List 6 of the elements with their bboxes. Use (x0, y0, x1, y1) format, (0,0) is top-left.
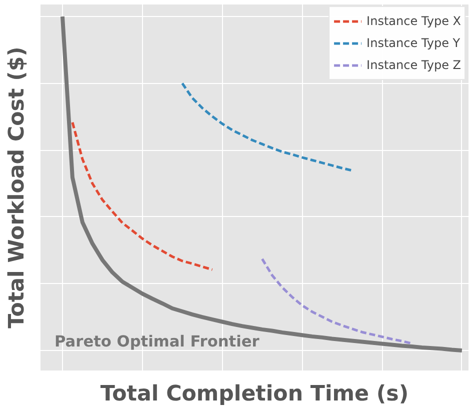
y-axis-title: Total Workload Cost ($) (4, 46, 30, 328)
x-axis-title: Total Completion Time (s) (100, 382, 409, 406)
legend-label: Instance Type X (366, 14, 461, 28)
legend-label: Instance Type Z (366, 58, 461, 72)
legend-label: Instance Type Y (366, 36, 460, 50)
series-label: Pareto Optimal Frontier (54, 332, 260, 350)
